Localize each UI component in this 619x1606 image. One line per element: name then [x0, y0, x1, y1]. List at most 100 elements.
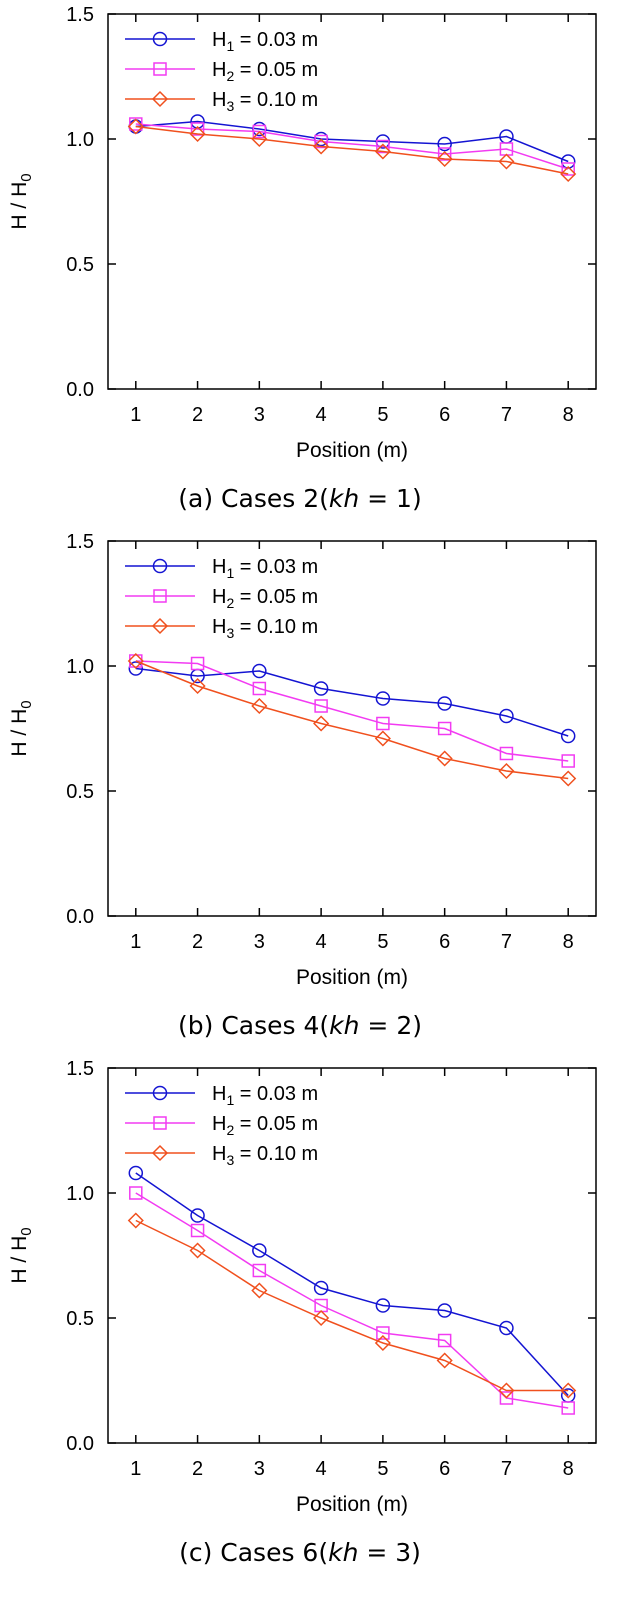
y-tick-label-b: 0.5 — [66, 781, 94, 803]
data-point-a-2 — [561, 162, 575, 176]
y-tick-label-b: 1.5 — [66, 531, 94, 553]
data-point-b-3 — [498, 762, 515, 780]
x-tick-label-a: 5 — [377, 404, 388, 426]
y-axis-label-c: H / H0 — [8, 1227, 35, 1283]
data-point-c-1 — [252, 1243, 267, 1258]
data-point-c-3 — [560, 1382, 577, 1399]
y-tick-label-c: 0.5 — [66, 1308, 94, 1330]
y-tick-label-a: 1.5 — [66, 4, 94, 26]
data-point-b-2 — [314, 699, 328, 713]
data-point-c-2 — [561, 1401, 575, 1415]
legend-label-b-2: H2 = 0.05 m — [212, 586, 318, 611]
data-point-c-2 — [129, 1186, 143, 1200]
series-line-c-3 — [135, 1219, 569, 1392]
chart-caption-c: (c) Cases 6(kh = 3) — [179, 1538, 421, 1567]
data-point-c-3 — [313, 1309, 330, 1327]
data-point-b-3 — [251, 697, 268, 715]
y-tick-label-a: 0.0 — [66, 379, 94, 401]
data-point-c-3 — [374, 1334, 391, 1352]
data-point-c-1 — [499, 1320, 514, 1336]
y-axis-label-a: H / H0 — [8, 173, 35, 229]
legend-label-b-3: H3 = 0.10 m — [212, 616, 318, 641]
x-tick-label-b: 8 — [563, 931, 574, 953]
legend-label-a-3: H3 = 0.10 m — [212, 89, 318, 114]
data-point-a-3 — [498, 153, 515, 170]
data-point-c-2 — [252, 1263, 267, 1278]
series-markers-c-2 — [129, 1186, 575, 1415]
y-axis-label-b: H / H0 — [8, 700, 35, 756]
data-point-c-3 — [127, 1212, 144, 1229]
x-tick-label-b: 3 — [254, 931, 265, 953]
plot-frame-a — [107, 13, 597, 390]
x-tick-label-a: 3 — [254, 404, 265, 426]
data-point-b-2 — [437, 721, 452, 736]
x-tick-label-a: 2 — [192, 404, 203, 426]
data-point-a-3 — [436, 150, 453, 168]
x-tick-label-c: 8 — [563, 1458, 574, 1480]
chart-caption-a: (a) Cases 2(kh = 1) — [178, 484, 421, 513]
data-point-b-2 — [190, 656, 205, 671]
data-point-b-3 — [313, 715, 330, 732]
data-point-c-2 — [376, 1326, 390, 1340]
y-tick-label-b: 0.0 — [66, 906, 94, 928]
data-point-c-2 — [437, 1333, 452, 1348]
legend-label-c-1: H1 = 0.03 m — [212, 1083, 318, 1108]
x-tick-label-c: 1 — [130, 1458, 141, 1480]
data-point-b-1 — [313, 681, 329, 696]
x-tick-label-a: 1 — [130, 404, 141, 426]
series-markers-c-1 — [128, 1165, 576, 1403]
x-tick-label-c: 4 — [316, 1458, 327, 1480]
chart-b-svg: 0.0 0.5 1.0 1.5 1 2 3 4 5 6 7 8 Position (m) H / H0 H1… — [8, 531, 597, 1040]
plot-frame-b — [107, 540, 597, 917]
data-point-b-1 — [252, 663, 267, 679]
data-point-a-3 — [374, 143, 391, 160]
series-line-b-1 — [135, 667, 569, 737]
series-line-a-3 — [135, 125, 569, 175]
data-point-c-3 — [498, 1382, 515, 1399]
data-point-c-2 — [499, 1391, 514, 1405]
legend-marker-a-1 — [152, 31, 168, 47]
plot-frame-c — [107, 1067, 597, 1444]
data-point-a-3 — [189, 125, 206, 143]
chart-caption-b: (b) Cases 4(kh = 2) — [178, 1011, 422, 1040]
legend-label-a-2: H2 = 0.05 m — [212, 59, 318, 84]
series-line-b-2 — [135, 660, 569, 762]
x-tick-label-b: 1 — [130, 931, 141, 953]
legend-label-a-1: H1 = 0.03 m — [212, 29, 318, 54]
x-tick-label-b: 5 — [377, 931, 388, 953]
data-point-a-2 — [252, 124, 267, 139]
legend-marker-a-3 — [151, 90, 169, 108]
series-line-a-1 — [135, 120, 569, 163]
x-axis-label-c: Position (m) — [296, 1493, 408, 1516]
data-point-b-1 — [437, 696, 452, 711]
legend-marker-c-2 — [153, 1116, 167, 1130]
data-point-b-3 — [127, 652, 144, 670]
data-point-b-1 — [560, 728, 576, 744]
legend-marker-c-1 — [152, 1085, 168, 1101]
data-point-b-1 — [128, 661, 144, 676]
series-markers-b-3 — [127, 652, 577, 787]
legend-marker-b-3 — [151, 617, 169, 635]
data-point-b-3 — [374, 730, 391, 747]
data-point-a-1 — [437, 136, 452, 152]
data-point-a-2 — [314, 134, 328, 149]
legend-marker-b-1 — [152, 558, 168, 574]
data-point-a-2 — [190, 122, 205, 136]
data-point-c-3 — [436, 1352, 453, 1369]
chart-panel-c: 0.0 0.5 1.0 1.5 1 2 3 4 5 6 7 8 Position (m) H / H0 H1… — [0, 1054, 619, 1574]
y-tick-label-a: 0.5 — [66, 254, 94, 276]
x-tick-label-a: 4 — [316, 404, 327, 426]
data-point-c-1 — [313, 1280, 329, 1296]
series-line-b-3 — [135, 660, 569, 780]
data-point-b-3 — [436, 750, 453, 767]
x-tick-label-c: 7 — [501, 1458, 512, 1480]
data-point-b-2 — [252, 681, 267, 696]
series-markers-c-3 — [127, 1212, 577, 1399]
data-point-c-2 — [190, 1223, 205, 1238]
series-line-a-2 — [135, 123, 569, 170]
data-point-b-2 — [561, 754, 575, 768]
data-point-c-1 — [190, 1208, 205, 1223]
data-point-a-2 — [437, 147, 452, 161]
data-point-a-3 — [313, 138, 330, 155]
data-point-c-1 — [128, 1165, 144, 1181]
